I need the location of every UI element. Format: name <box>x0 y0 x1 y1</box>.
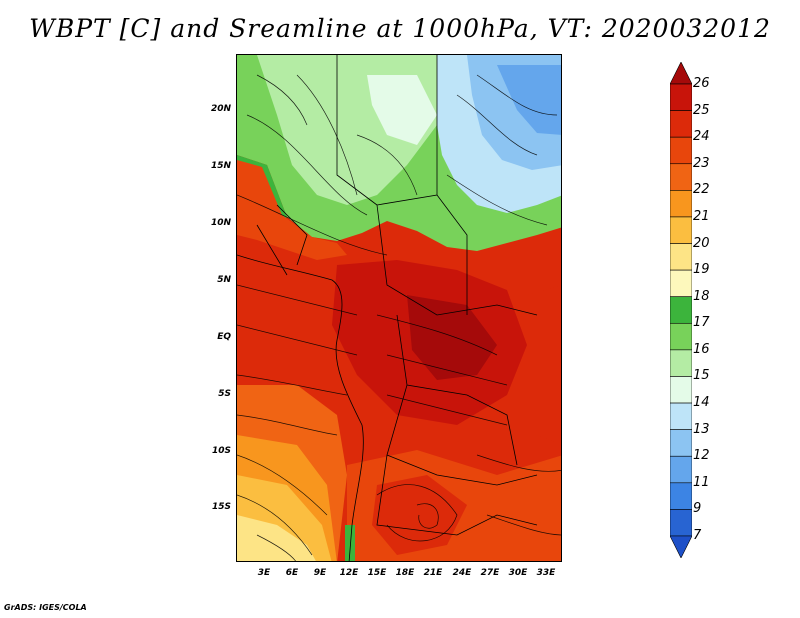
colorbar-segment <box>670 482 692 510</box>
colorbar-segment <box>670 83 692 111</box>
colorbar-segment <box>670 190 692 218</box>
colorbar-label: 12 <box>693 448 710 464</box>
lon-label-15e: 15E <box>367 568 387 578</box>
colorbar-top-triangle <box>670 62 692 85</box>
colorbar-label: 22 <box>693 182 710 198</box>
wbpt-field <box>237 55 561 561</box>
footer-credit: GrADS: IGES/COLA <box>4 603 87 612</box>
lat-label-10n: 10N <box>210 218 231 228</box>
colorbar <box>670 62 692 558</box>
lon-label-18e: 18E <box>395 568 415 578</box>
colorbar-segment <box>670 402 692 430</box>
colorbar-label: 15 <box>693 368 710 384</box>
colorbar-segment <box>670 509 692 537</box>
colorbar-label: 7 <box>693 528 702 543</box>
lon-label-27e: 27E <box>480 568 500 578</box>
colorbar-label: 21 <box>693 208 710 224</box>
colorbar-segment <box>670 322 692 351</box>
lat-label-10s: 10S <box>211 446 231 456</box>
colorbar-label: 9 <box>693 501 702 517</box>
lat-label-15s: 15S <box>211 502 231 512</box>
colorbar-segment <box>670 296 692 324</box>
chart-title: WBPT [C] and Sreamline at 1000hPa, VT: 2… <box>29 14 771 43</box>
lon-label-9e: 9E <box>313 568 327 578</box>
lon-label-3e: 3E <box>257 568 271 578</box>
colorbar-label: 23 <box>693 155 710 171</box>
colorbar-segment <box>670 163 692 191</box>
colorbar-segment <box>670 455 692 484</box>
lon-label-6e: 6E <box>285 568 299 578</box>
colorbar-segment <box>670 349 692 377</box>
colorbar-label: 19 <box>693 262 710 278</box>
lon-label-33e: 33E <box>536 568 556 578</box>
colorbar-label: 25 <box>693 102 710 118</box>
colorbar-label: 20 <box>693 235 710 251</box>
colorbar-segment <box>670 110 692 138</box>
lon-label-30e: 30E <box>508 568 528 578</box>
colorbar-label: 17 <box>693 315 710 331</box>
colorbar-segment <box>670 376 692 404</box>
lat-label-5n: 5N <box>217 275 231 285</box>
colorbar-label: 14 <box>693 395 710 411</box>
colorbar-label: 13 <box>693 421 710 437</box>
colorbar-label: 11 <box>693 474 710 490</box>
colorbar-segment <box>670 269 692 298</box>
colorbar-segment <box>670 429 692 457</box>
colorbar-segment <box>670 216 692 244</box>
colorbar-bottom-triangle <box>670 535 692 558</box>
map-panel <box>236 54 562 562</box>
lat-label-eq: EQ <box>217 332 231 342</box>
colorbar-label: 26 <box>693 76 710 91</box>
lat-label-5s: 5S <box>218 389 231 399</box>
lon-label-12e: 12E <box>339 568 359 578</box>
colorbar-segment <box>670 136 692 165</box>
lon-label-24e: 24E <box>452 568 472 578</box>
colorbar-segment <box>670 243 692 271</box>
colorbar-label: 18 <box>693 288 710 304</box>
lat-label-20n: 20N <box>210 104 231 114</box>
lon-label-21e: 21E <box>423 568 443 578</box>
colorbar-label: 16 <box>693 341 710 357</box>
colorbar-label: 24 <box>693 129 710 145</box>
lat-label-15n: 15N <box>210 161 231 171</box>
